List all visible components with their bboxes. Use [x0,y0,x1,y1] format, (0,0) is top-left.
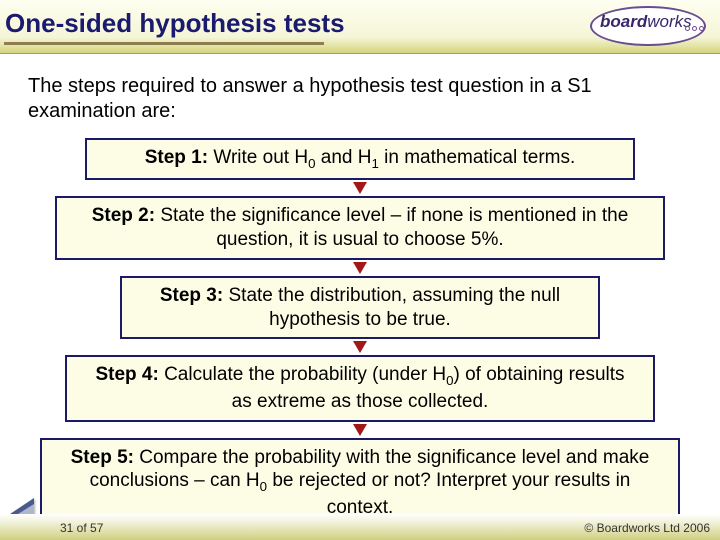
logo-brand: board [600,12,647,31]
logo: boardworks [590,2,710,50]
step-box-3: Step 3: State the distribution, assuming… [120,276,600,340]
step-box-4: Step 4: Calculate the probability (under… [65,355,655,421]
step-box-1: Step 1: Write out H0 and H1 in mathemati… [85,138,635,180]
logo-text: boardworks [600,12,692,32]
down-arrow-icon [353,262,367,274]
title-bar: One-sided hypothesis tests boardworks [0,0,720,54]
page-counter: 31 of 57 [60,521,103,535]
content-area: The steps required to answer a hypothesi… [0,54,720,527]
logo-dots [685,26,704,31]
down-arrow-icon [353,424,367,436]
intro-text: The steps required to answer a hypothesi… [28,74,692,124]
steps-list: Step 1: Write out H0 and H1 in mathemati… [28,138,692,527]
page-title: One-sided hypothesis tests [5,8,345,39]
footer-bar: 31 of 57 © Boardworks Ltd 2006 [0,514,720,540]
copyright-text: © Boardworks Ltd 2006 [584,521,710,535]
down-arrow-icon [353,341,367,353]
title-underline [4,42,324,45]
down-arrow-icon [353,182,367,194]
step-box-2: Step 2: State the significance level – i… [55,196,665,260]
